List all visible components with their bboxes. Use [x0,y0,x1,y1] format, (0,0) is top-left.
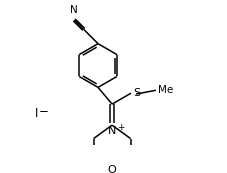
Text: Me: Me [158,85,173,95]
Text: S: S [133,88,140,98]
Text: −: − [38,105,48,118]
Text: N: N [107,126,116,136]
Text: +: + [117,124,124,133]
Text: O: O [107,165,116,173]
Text: I: I [35,107,38,120]
Text: N: N [69,5,77,15]
